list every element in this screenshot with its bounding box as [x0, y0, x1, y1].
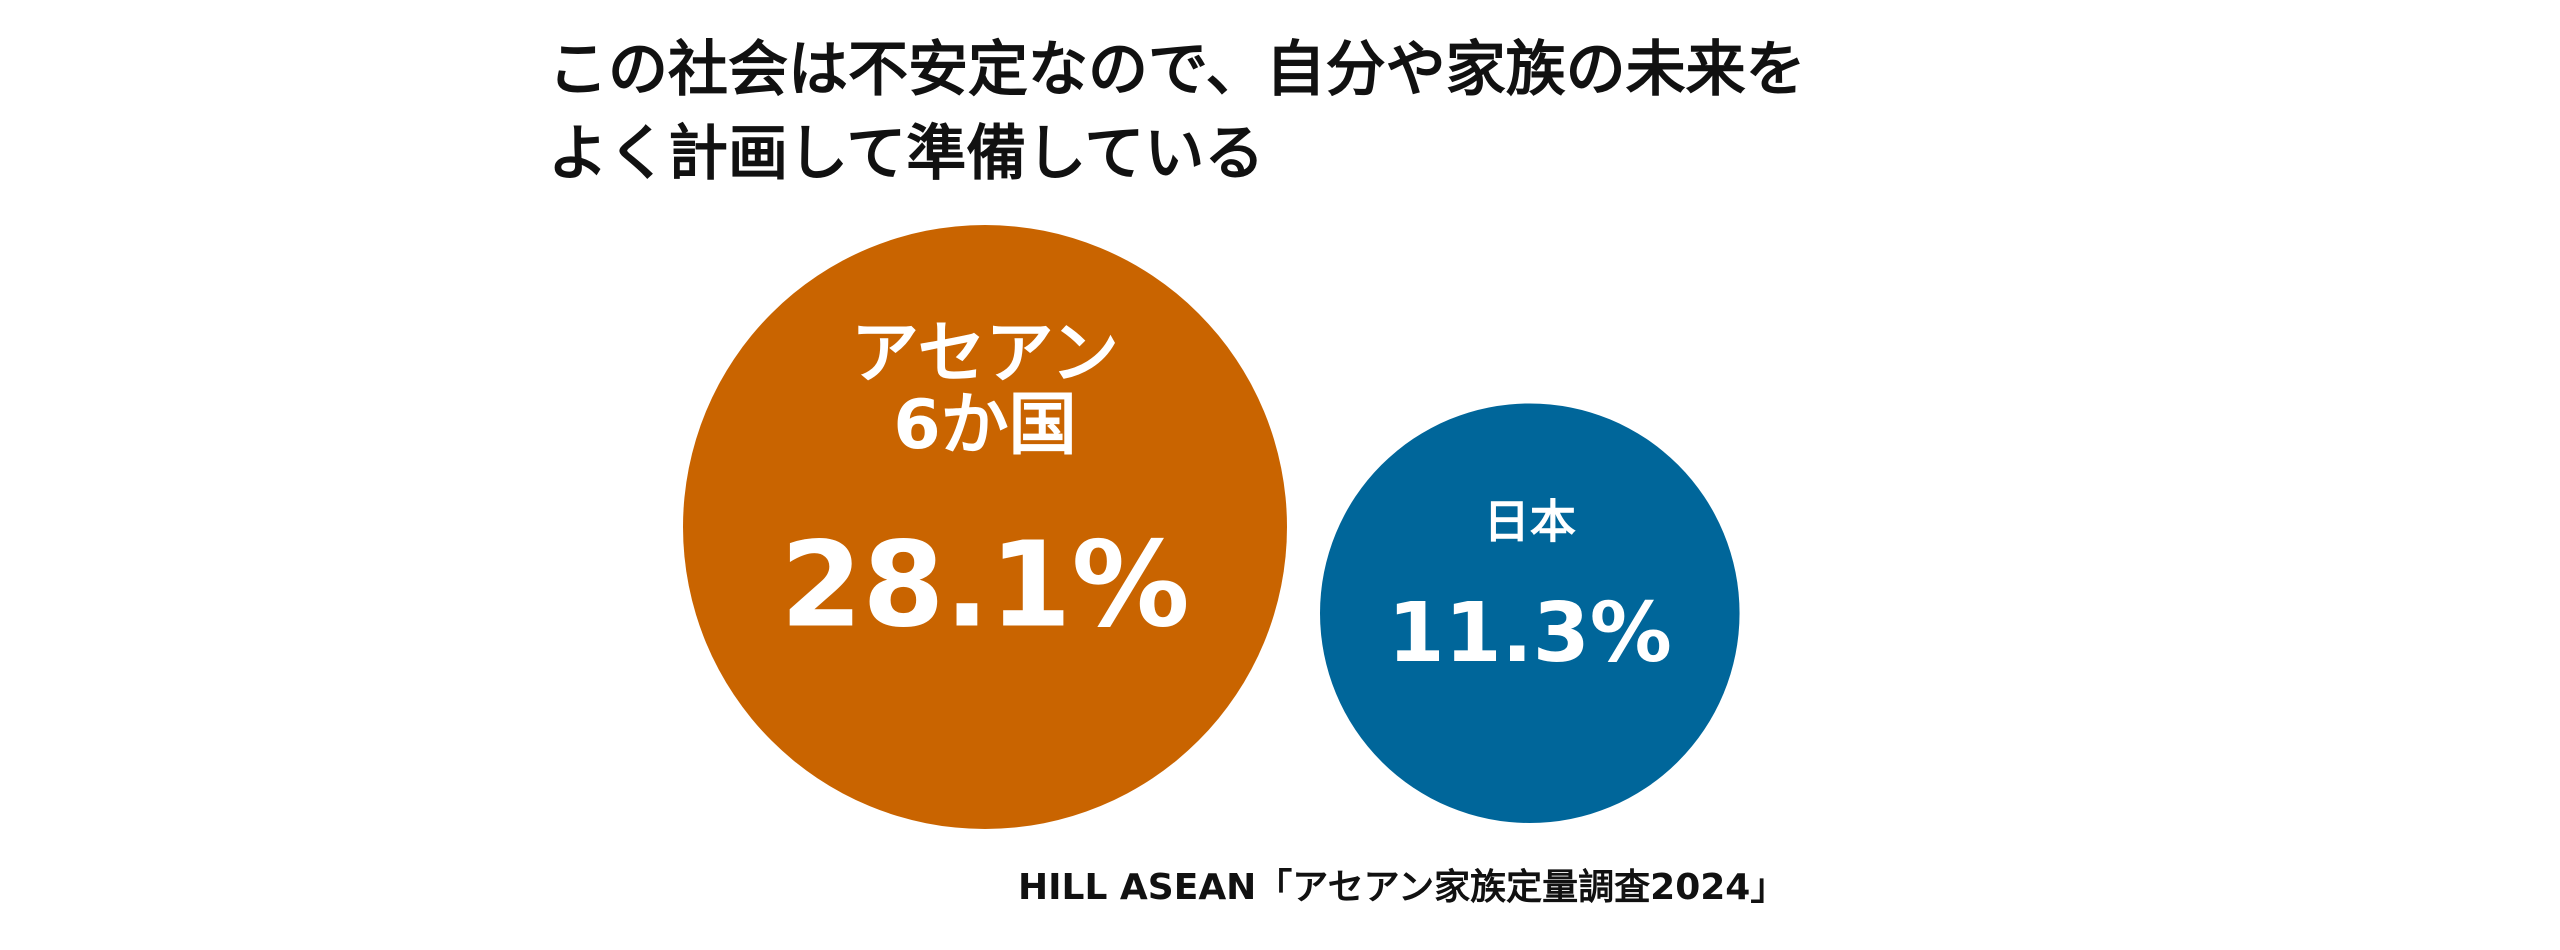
bubble-2-label-line-1: 日本: [1483, 495, 1576, 549]
chart-title-line-1: この社会は不安定なので、自分や家族の未来を: [548, 35, 1806, 105]
bubble-1: [683, 225, 1287, 829]
bubble-1-value-label: 28.1%: [780, 516, 1189, 654]
bubble-2-value-label: 11.3%: [1388, 586, 1672, 681]
source-note: HILL ASEAN「アセアン家族定量調査2024」: [1018, 867, 1787, 908]
bubble-group-2: 日本 11.3%: [1320, 403, 1740, 823]
chart-title-line-2: よく計画して準備している: [548, 119, 1265, 189]
chart-title: この社会は不安定なので、自分や家族の未来を よく計画して準備している: [548, 28, 1806, 196]
bubble-1-label-line-2: 6か国: [893, 386, 1076, 465]
bubble-1-label-line-1: アセアン: [851, 314, 1119, 393]
bubble-2: [1320, 403, 1740, 823]
